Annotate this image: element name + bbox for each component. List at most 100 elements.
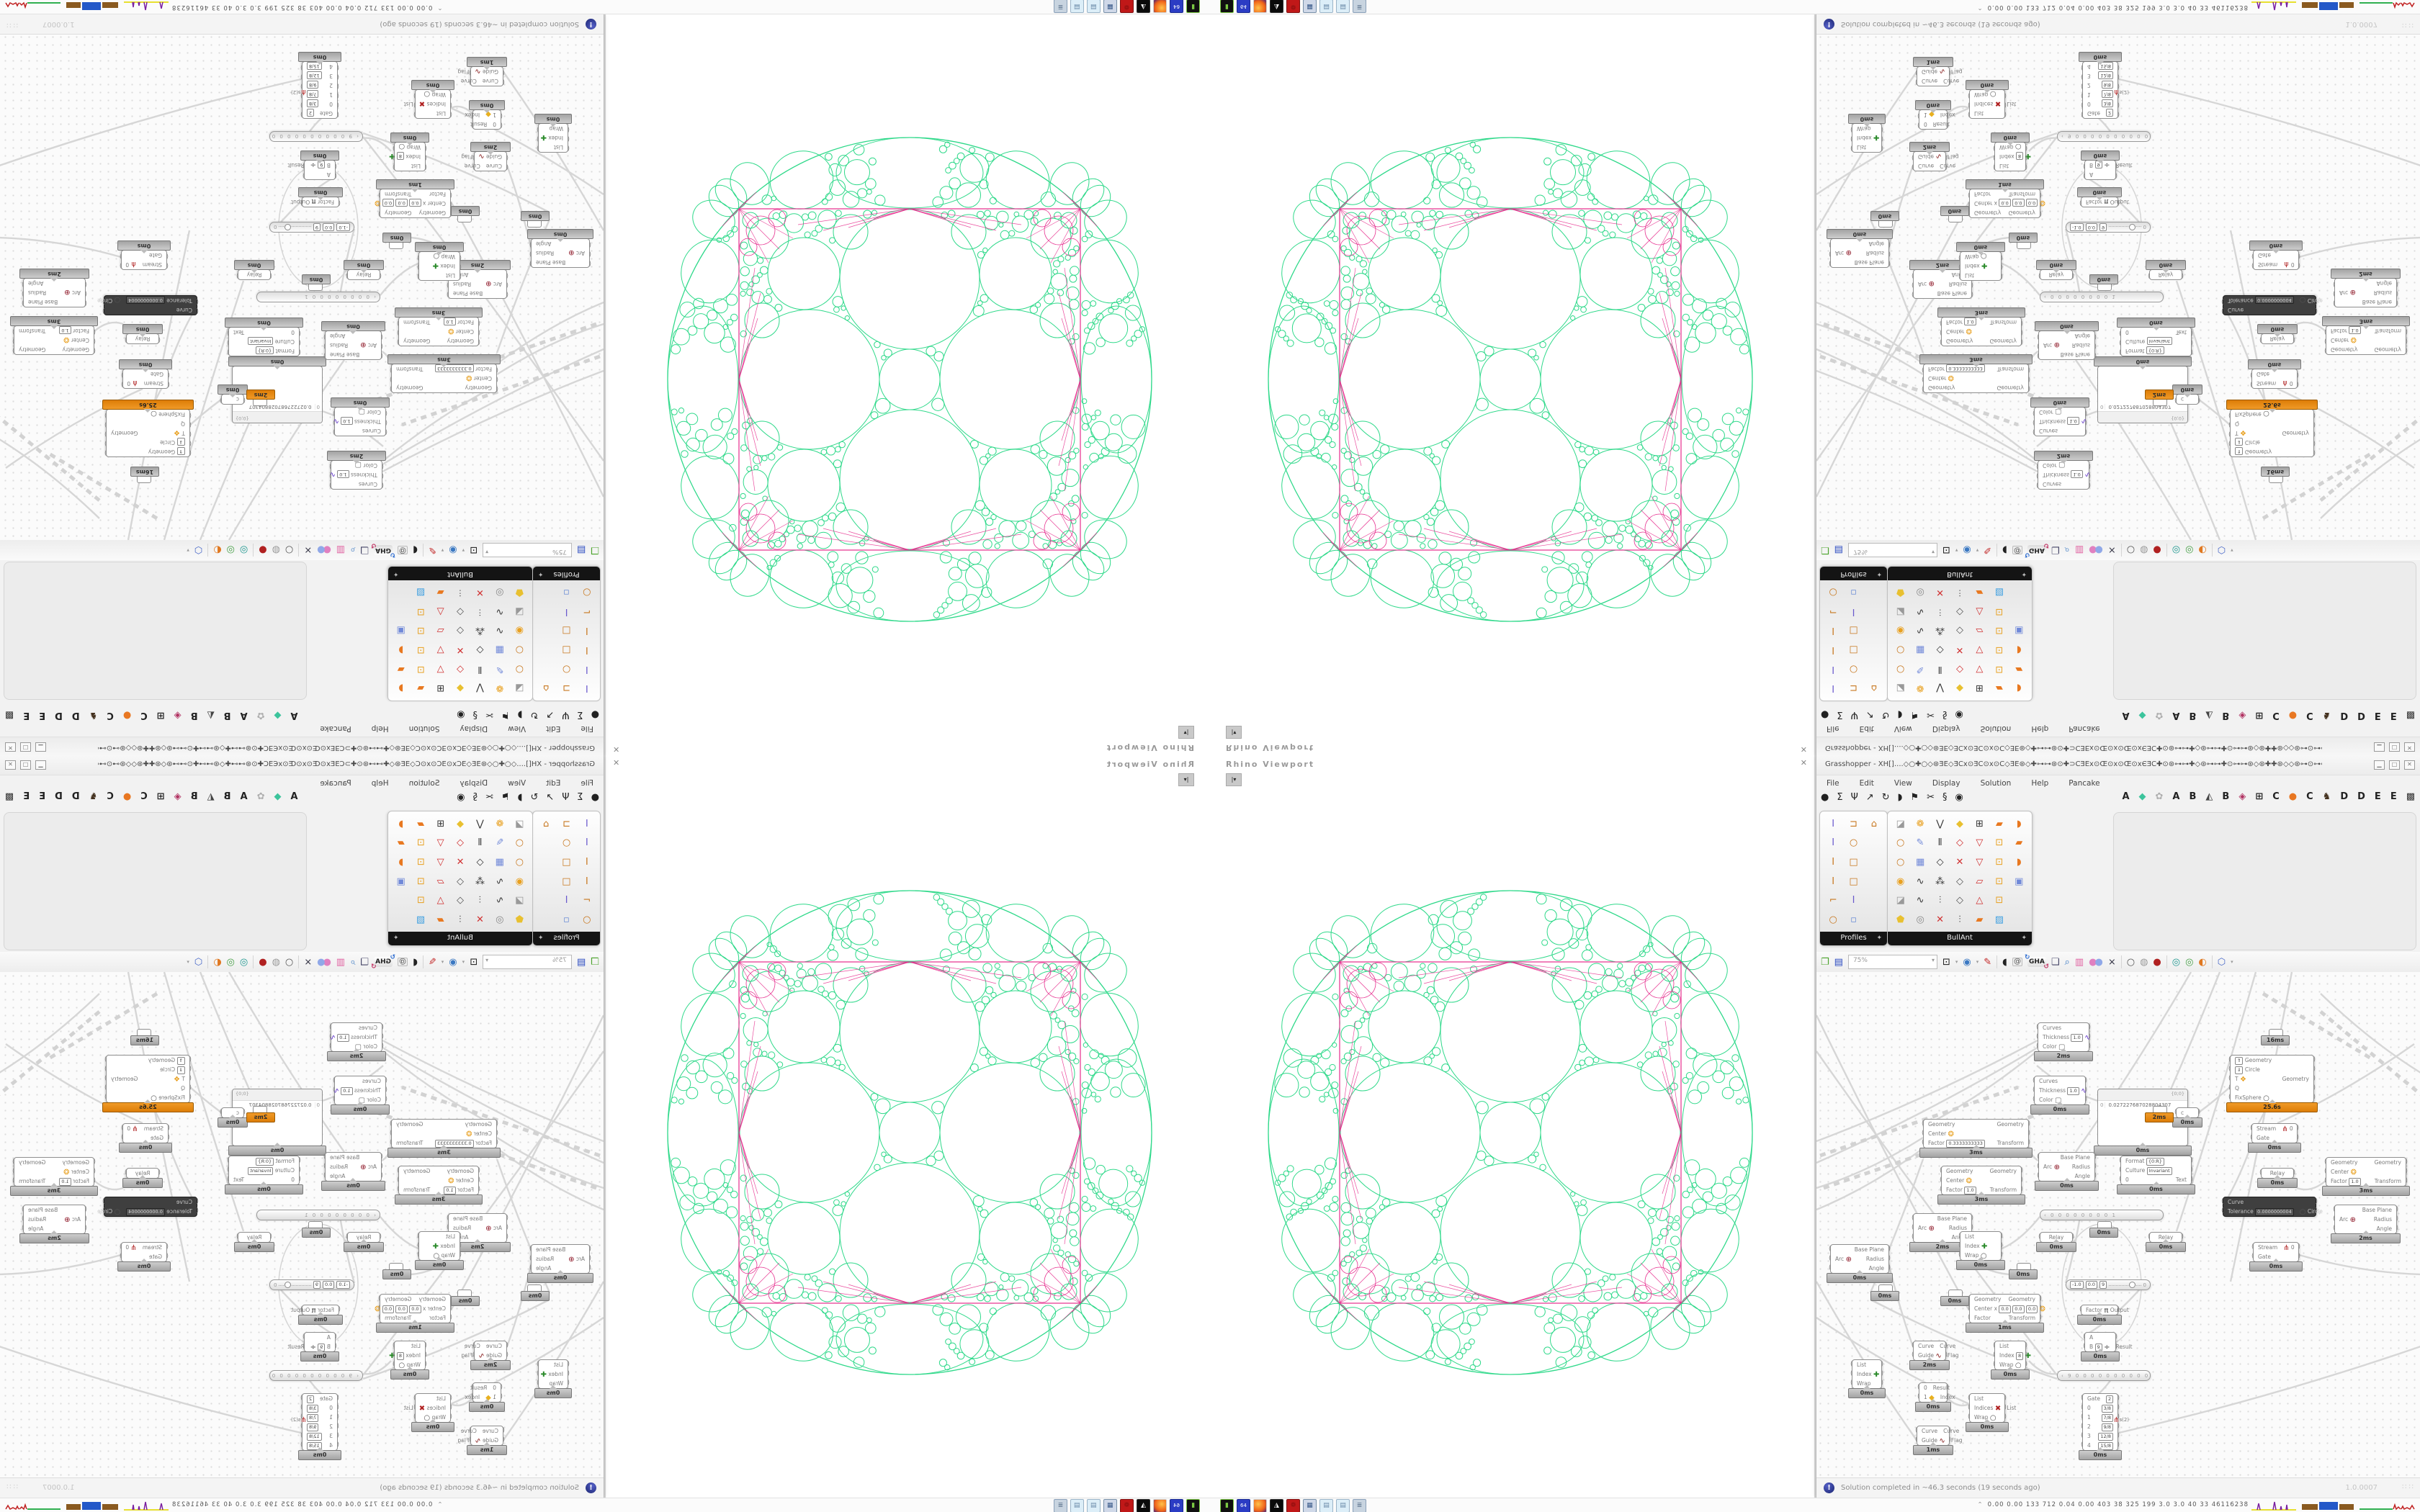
gh-node[interactable]: Base PlaneArc ⊕RadiusAngle0ms <box>527 1244 593 1283</box>
s-magnifier-icon[interactable]: ⌕ <box>350 956 356 968</box>
menu-pancake[interactable]: Pancake <box>2069 724 2100 733</box>
tab-icon[interactable]: C <box>2306 791 2313 802</box>
open-file-icon[interactable]: ❐ <box>591 956 599 968</box>
palette-component-icon[interactable]: ○ <box>1896 663 1905 675</box>
tab-icon[interactable]: § <box>1942 792 1948 803</box>
pipe-green-icon[interactable]: ◎ <box>226 544 235 556</box>
grasshopper-titlebar[interactable]: Grasshopper - XH[]....◇○✚○◇⊛ƎE◇ƎCx⊙ƎC⊙x⊙… <box>1816 737 2420 756</box>
gh-node[interactable]: Base PlaneArc ⊕RadiusAngle2ms <box>2331 1205 2401 1243</box>
node-canvas[interactable]: CurvesThickness 1.0 ∿Color ▢2ms CurvesThi… <box>0 35 604 540</box>
tab-icon[interactable]: ● <box>122 710 132 721</box>
maximize-button[interactable]: □ <box>2389 760 2400 770</box>
launcher-notes-2-icon[interactable]: ▤ <box>1336 0 1350 13</box>
tab-icon[interactable]: ● <box>2288 791 2298 802</box>
menu-file[interactable]: File <box>1827 779 1839 788</box>
close-icon[interactable]: ✕ <box>1800 744 1807 754</box>
palette-component-icon[interactable]: ⊡ <box>1995 606 2004 617</box>
zoom-extents-icon[interactable]: ⊡ <box>1942 544 1950 556</box>
window-arrow-icon[interactable]: ❏ <box>360 544 369 556</box>
gh-node[interactable]: ListIndices ✖ListWrap ○0ms <box>1966 1393 2016 1432</box>
tab-icon[interactable]: ◗ <box>517 709 523 720</box>
palette-component-icon[interactable]: ◎ <box>1916 914 1924 926</box>
relay-node[interactable]: Relay0ms <box>2036 1232 2076 1252</box>
launcher-floppy-64-icon[interactable]: 64 <box>1170 1499 1183 1512</box>
palette-component-icon[interactable]: ◪ <box>515 606 524 617</box>
tab-icon[interactable]: ↗ <box>1865 792 1874 803</box>
palette-component-icon[interactable]: I <box>1832 876 1835 887</box>
tab-icon[interactable]: ◉ <box>457 792 465 803</box>
palette-component-icon[interactable] <box>391 582 411 602</box>
tab-icon[interactable]: ◆ <box>274 710 282 721</box>
palette-component-icon[interactable] <box>391 910 411 930</box>
relay-node[interactable]: Relay0ms <box>122 1168 163 1188</box>
cylinder-gray-icon[interactable]: ◍ <box>2140 544 2148 556</box>
tab-icon[interactable]: ◉ <box>457 709 465 720</box>
menu-solution[interactable]: Solution <box>408 724 440 733</box>
relay-node[interactable]: Relay0ms <box>122 324 163 344</box>
node-canvas[interactable]: CurvesThickness 1.0 ∿Color ▢2ms CurvesThi… <box>1816 35 2420 540</box>
palette-component-icon[interactable]: I <box>565 895 568 906</box>
gha-icon[interactable]: GHA <box>374 545 393 555</box>
relay-node[interactable]: Relay0ms <box>344 1232 384 1252</box>
tab-icon[interactable]: § <box>472 709 478 720</box>
palette-component-icon[interactable]: ◇ <box>457 625 465 636</box>
tab-icon[interactable]: ↗ <box>546 709 555 720</box>
palette-component-icon[interactable]: ⊡ <box>1995 857 2004 868</box>
palette-component-icon[interactable]: ▨ <box>1994 914 2004 926</box>
palette-component-icon[interactable]: ○ <box>583 586 591 598</box>
palette-component-icon[interactable]: □ <box>562 625 571 636</box>
stream-gate-node[interactable]: Gate203/817/829/8312/8415/8⋔s(2)0ms <box>2079 52 2129 119</box>
launcher-calculator-icon[interactable]: ▦ <box>1303 0 1317 13</box>
palette-component-icon[interactable]: I <box>1832 683 1835 694</box>
menu-view[interactable]: View <box>508 779 526 788</box>
pipe-green-icon[interactable]: ◎ <box>226 956 235 968</box>
cylinder-outline-icon[interactable]: ○ <box>2126 544 2136 556</box>
tab-icon[interactable]: § <box>1942 709 1948 720</box>
preview-eye-icon[interactable]: ◉ <box>449 956 457 968</box>
maximize-button[interactable]: □ <box>2389 742 2400 752</box>
gh-node[interactable]: c0ms <box>218 384 248 405</box>
palette-component-icon[interactable]: ○ <box>1896 644 1905 655</box>
balloons-icon[interactable]: ●● <box>2089 956 2103 968</box>
spotlight-icon[interactable]: ◖ <box>2002 544 2007 556</box>
s-magnifier-icon[interactable]: ⌕ <box>2064 956 2070 968</box>
gh-node[interactable]: GeometryGeometryCenter ❂Factor 0.3333333… <box>1919 354 2033 393</box>
palette-component-icon[interactable]: ⫴ <box>478 663 483 675</box>
grasshopper-titlebar[interactable]: Grasshopper - XH[]....◇○✚○◇⊛ƎE◇ƎCx⊙ƎC⊙x⊙… <box>0 756 604 775</box>
gh-node[interactable]: CurveTolerance 0.0000000004○ Circle <box>97 1197 197 1217</box>
gh-node[interactable]: AB 9 ÷Result0ms <box>2081 1332 2133 1362</box>
tab-icon[interactable]: D <box>2357 710 2365 721</box>
palette-component-icon[interactable]: ⊡ <box>1995 876 2004 887</box>
palette-component-icon[interactable]: □ <box>562 857 571 868</box>
viewport-splitter-toggle[interactable]: |▾ <box>1178 773 1194 786</box>
tab-icons-left[interactable]: ● Σ Ψ ↗ ↻ ◗ ⚑ ✂ § ◉ <box>1821 709 1963 720</box>
palette-component-icon[interactable]: ⊐ <box>563 818 570 829</box>
tab-icon[interactable]: E <box>2374 710 2381 721</box>
palette-component-icon[interactable] <box>1864 891 1884 911</box>
tab-icon[interactable]: D <box>2357 791 2365 802</box>
palette-component-icon[interactable]: ▣ <box>396 876 405 887</box>
palette-component-icon[interactable]: ∿ <box>1916 876 1924 887</box>
pink-box-icon[interactable]: ▥ <box>336 544 346 556</box>
pipe-green-icon[interactable]: ◎ <box>2185 544 2194 556</box>
node-canvas[interactable]: CurvesThickness 1.0 ∿Color ▢2ms CurvesThi… <box>1816 972 2420 1477</box>
palette-component-icon[interactable]: ◗ <box>2016 857 2022 868</box>
tab-icon[interactable]: ◭ <box>207 791 215 802</box>
zoom-extents-icon[interactable]: ⊡ <box>470 544 478 556</box>
palette-component-icon[interactable] <box>536 660 556 679</box>
tab-icon[interactable]: ◆ <box>274 791 282 802</box>
palette-component-icon[interactable]: ✕ <box>475 586 484 598</box>
open-file-icon[interactable]: ❐ <box>591 544 599 556</box>
rhino-viewport-pane[interactable]: Rhino Viewport ✕ |▾ <box>1210 756 1816 1498</box>
gh-node[interactable]: 0Result1 ◆Index0ms <box>1915 100 1955 130</box>
tab-icon[interactable]: ◆ <box>2138 791 2146 802</box>
gh-node[interactable]: CurvesThickness 1.0 ∿Color ▢2ms <box>327 451 386 490</box>
palette-component-icon[interactable]: ⊡ <box>416 876 425 887</box>
palette-component-icon[interactable]: I <box>585 876 588 887</box>
tab-icon[interactable]: E <box>23 710 30 721</box>
palette-component-icon[interactable]: I <box>1832 857 1835 868</box>
palette-component-icon[interactable]: ▫ <box>563 914 570 926</box>
palette-component-icon[interactable]: ⊡ <box>416 895 425 906</box>
palette-component-icon[interactable] <box>1864 872 1884 891</box>
digit-slider[interactable]: ‹ 9 0 0 0 0 0 0 0 0 0 0 <box>2057 131 2151 142</box>
